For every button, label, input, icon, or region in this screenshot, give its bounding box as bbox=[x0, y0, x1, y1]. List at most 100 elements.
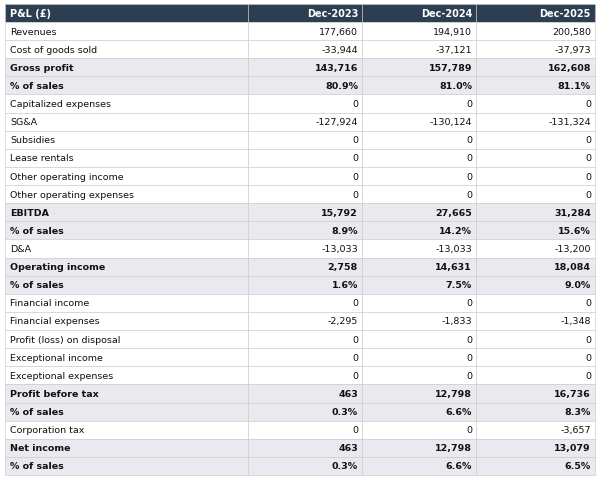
Text: 0: 0 bbox=[352, 425, 358, 434]
Bar bbox=[362, 294, 476, 312]
Bar bbox=[5, 439, 248, 457]
Text: 177,660: 177,660 bbox=[319, 27, 358, 36]
Bar bbox=[5, 312, 248, 330]
Bar bbox=[362, 439, 476, 457]
Text: 162,608: 162,608 bbox=[548, 64, 591, 72]
Bar bbox=[362, 222, 476, 240]
Text: 0: 0 bbox=[352, 371, 358, 380]
Text: 0: 0 bbox=[352, 190, 358, 199]
Bar bbox=[5, 186, 248, 204]
Bar bbox=[248, 384, 362, 403]
Bar bbox=[362, 132, 476, 150]
Text: 0: 0 bbox=[585, 100, 591, 109]
Text: 0: 0 bbox=[466, 154, 472, 163]
Bar bbox=[5, 276, 248, 294]
Bar bbox=[248, 186, 362, 204]
Bar bbox=[476, 439, 595, 457]
Text: 13,079: 13,079 bbox=[554, 444, 591, 452]
Text: 6.6%: 6.6% bbox=[446, 407, 472, 416]
Text: % of sales: % of sales bbox=[10, 407, 64, 416]
Text: 0: 0 bbox=[585, 190, 591, 199]
Bar bbox=[476, 168, 595, 186]
Text: Profit (loss) on disposal: Profit (loss) on disposal bbox=[10, 335, 121, 344]
Text: Financial expenses: Financial expenses bbox=[10, 317, 100, 326]
Text: 0: 0 bbox=[466, 299, 472, 308]
Bar bbox=[5, 222, 248, 240]
Text: 0: 0 bbox=[585, 136, 591, 145]
Bar bbox=[362, 240, 476, 258]
Bar bbox=[476, 204, 595, 222]
Bar bbox=[476, 77, 595, 96]
Bar bbox=[476, 41, 595, 59]
Bar bbox=[248, 23, 362, 41]
Bar bbox=[362, 276, 476, 294]
Bar bbox=[248, 258, 362, 276]
Text: 0: 0 bbox=[352, 136, 358, 145]
Bar bbox=[476, 113, 595, 132]
Text: 81.1%: 81.1% bbox=[558, 82, 591, 91]
Text: 143,716: 143,716 bbox=[314, 64, 358, 72]
Text: 463: 463 bbox=[338, 444, 358, 452]
Bar bbox=[476, 330, 595, 348]
Text: 0: 0 bbox=[585, 299, 591, 308]
Text: Dec-2024: Dec-2024 bbox=[421, 9, 472, 19]
Text: 27,665: 27,665 bbox=[435, 208, 472, 217]
Text: 0: 0 bbox=[585, 353, 591, 362]
Text: -13,033: -13,033 bbox=[321, 244, 358, 253]
Text: Profit before tax: Profit before tax bbox=[10, 389, 99, 398]
Text: Gross profit: Gross profit bbox=[10, 64, 74, 72]
Text: Revenues: Revenues bbox=[10, 27, 56, 36]
Text: -13,200: -13,200 bbox=[554, 244, 591, 253]
Bar bbox=[362, 421, 476, 439]
Bar bbox=[5, 403, 248, 421]
Text: 31,284: 31,284 bbox=[554, 208, 591, 217]
Text: 9.0%: 9.0% bbox=[565, 281, 591, 289]
Bar bbox=[362, 150, 476, 168]
Bar bbox=[476, 240, 595, 258]
Text: 80.9%: 80.9% bbox=[325, 82, 358, 91]
Bar bbox=[5, 294, 248, 312]
Text: 2,758: 2,758 bbox=[328, 263, 358, 272]
Text: 463: 463 bbox=[338, 389, 358, 398]
Bar bbox=[5, 421, 248, 439]
Text: 0: 0 bbox=[352, 100, 358, 109]
Text: 6.5%: 6.5% bbox=[565, 461, 591, 470]
Text: Exceptional income: Exceptional income bbox=[10, 353, 103, 362]
Text: Dec-2023: Dec-2023 bbox=[307, 9, 358, 19]
Text: P&L (£): P&L (£) bbox=[10, 9, 51, 19]
Bar bbox=[362, 23, 476, 41]
Bar bbox=[476, 294, 595, 312]
Text: 0: 0 bbox=[466, 335, 472, 344]
Bar bbox=[248, 367, 362, 384]
Bar bbox=[248, 150, 362, 168]
Text: 0: 0 bbox=[466, 136, 472, 145]
Bar bbox=[248, 96, 362, 113]
Bar bbox=[362, 77, 476, 96]
Text: -1,348: -1,348 bbox=[560, 317, 591, 326]
Text: 0: 0 bbox=[466, 353, 472, 362]
Bar bbox=[248, 168, 362, 186]
Text: Operating income: Operating income bbox=[10, 263, 105, 272]
Bar bbox=[362, 403, 476, 421]
Bar bbox=[476, 23, 595, 41]
Bar bbox=[476, 5, 595, 23]
Bar bbox=[248, 204, 362, 222]
Text: 8.9%: 8.9% bbox=[331, 227, 358, 235]
Bar bbox=[5, 168, 248, 186]
Bar bbox=[248, 5, 362, 23]
Bar bbox=[5, 150, 248, 168]
Bar bbox=[362, 367, 476, 384]
Bar bbox=[5, 132, 248, 150]
Text: 8.3%: 8.3% bbox=[565, 407, 591, 416]
Text: -127,924: -127,924 bbox=[316, 118, 358, 127]
Text: 0: 0 bbox=[466, 190, 472, 199]
Text: -2,295: -2,295 bbox=[328, 317, 358, 326]
Bar bbox=[476, 348, 595, 367]
Bar bbox=[362, 457, 476, 475]
Text: D&A: D&A bbox=[10, 244, 31, 253]
Text: % of sales: % of sales bbox=[10, 82, 64, 91]
Bar bbox=[476, 222, 595, 240]
Text: Net income: Net income bbox=[10, 444, 71, 452]
Bar bbox=[248, 294, 362, 312]
Bar bbox=[248, 312, 362, 330]
